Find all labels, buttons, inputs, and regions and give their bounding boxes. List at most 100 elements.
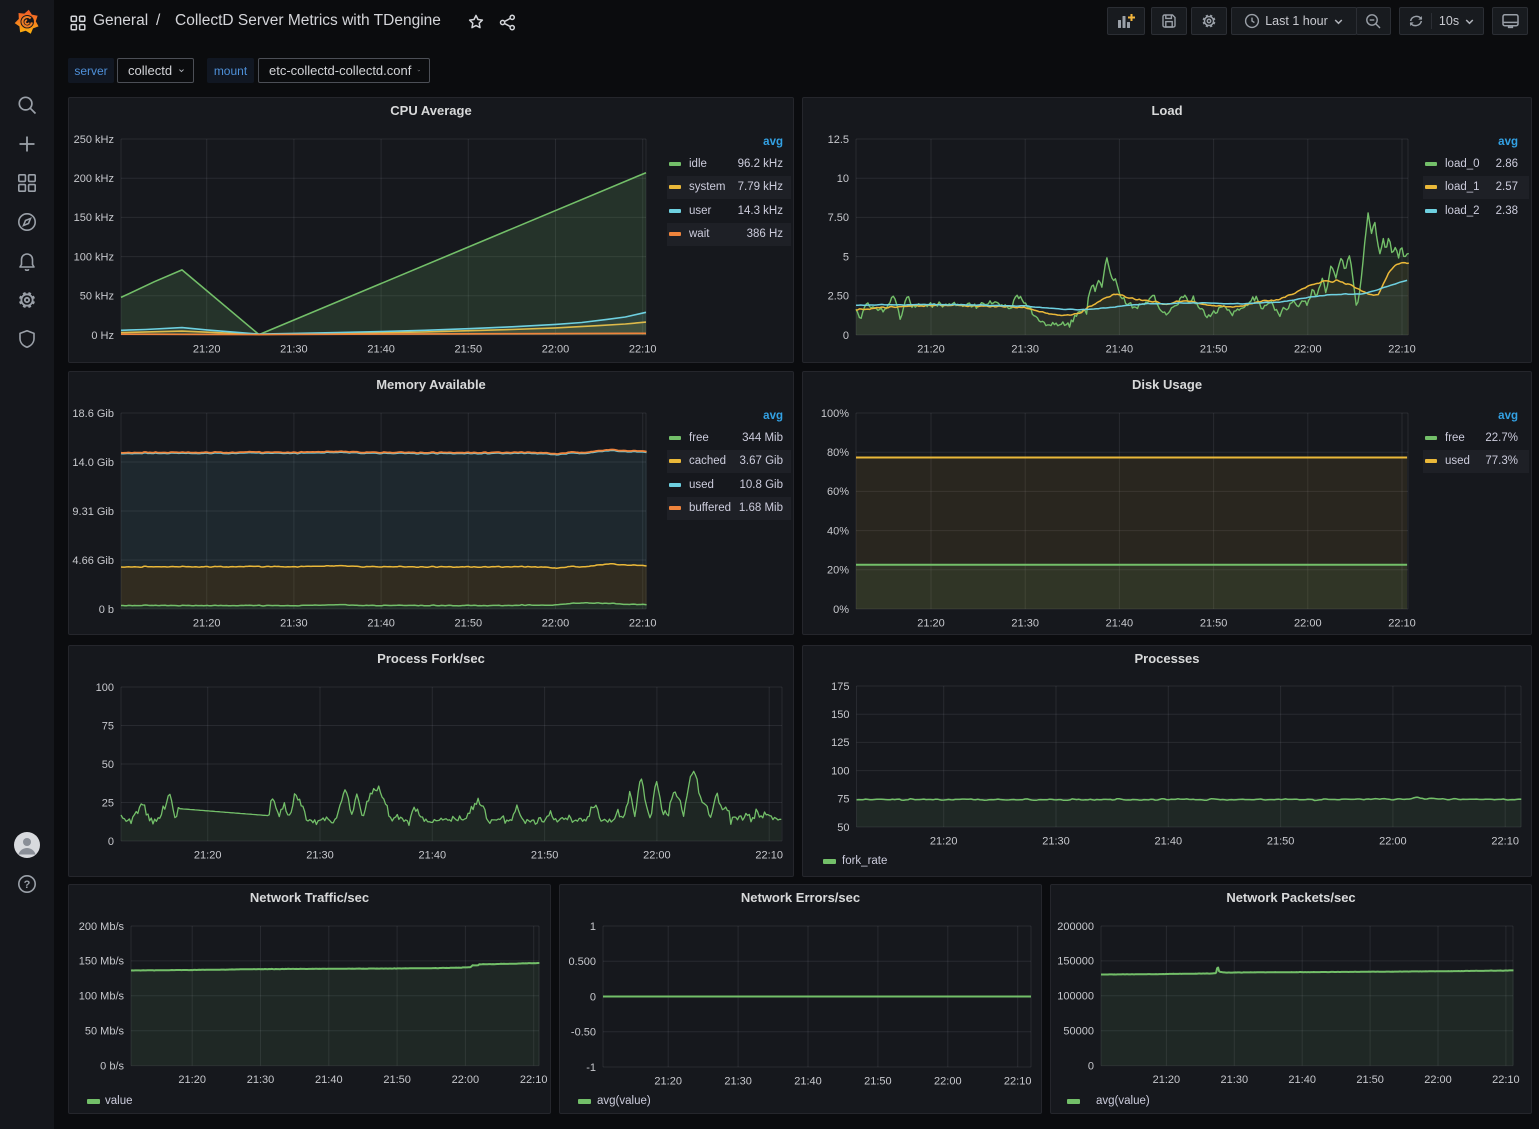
- svg-text:21:50: 21:50: [1200, 618, 1228, 630]
- svg-text:60%: 60%: [827, 486, 849, 498]
- svg-text:22:00: 22:00: [1424, 1074, 1452, 1086]
- svg-text:21:40: 21:40: [1288, 1074, 1316, 1086]
- svg-text:21:40: 21:40: [367, 618, 395, 630]
- svg-text:21:20: 21:20: [930, 836, 958, 848]
- svg-text:25: 25: [102, 797, 114, 809]
- svg-text:22:00: 22:00: [542, 344, 570, 356]
- svg-text:2.50: 2.50: [828, 291, 849, 303]
- svg-text:21:20: 21:20: [193, 344, 221, 356]
- svg-text:21:50: 21:50: [455, 344, 483, 356]
- svg-text:21:50: 21:50: [383, 1074, 411, 1086]
- svg-text:22:10: 22:10: [1492, 1074, 1520, 1086]
- svg-text:21:20: 21:20: [1153, 1074, 1181, 1086]
- svg-text:50 Mb/s: 50 Mb/s: [85, 1026, 125, 1038]
- svg-text:?: ?: [24, 879, 31, 891]
- svg-text:22:10: 22:10: [1004, 1076, 1032, 1088]
- svg-text:21:20: 21:20: [194, 850, 222, 862]
- svg-text:150 kHz: 150 kHz: [74, 212, 114, 224]
- svg-text:21:40: 21:40: [367, 344, 395, 356]
- svg-text:150: 150: [831, 709, 849, 721]
- svg-text:0.500: 0.500: [568, 956, 596, 968]
- svg-text:75: 75: [837, 794, 849, 806]
- svg-text:40%: 40%: [827, 525, 849, 537]
- svg-text:0: 0: [108, 836, 114, 848]
- svg-text:150 Mb/s: 150 Mb/s: [79, 956, 125, 968]
- svg-text:5: 5: [843, 251, 849, 263]
- svg-text:21:30: 21:30: [1221, 1074, 1249, 1086]
- svg-text:50 kHz: 50 kHz: [80, 291, 114, 303]
- svg-text:21:30: 21:30: [1042, 836, 1070, 848]
- svg-text:0: 0: [590, 991, 596, 1003]
- svg-text:21:30: 21:30: [280, 618, 308, 630]
- svg-text:21:50: 21:50: [531, 850, 559, 862]
- svg-text:21:40: 21:40: [1106, 344, 1134, 356]
- svg-text:7.50: 7.50: [828, 212, 849, 224]
- svg-text:0: 0: [843, 330, 849, 342]
- svg-text:80%: 80%: [827, 447, 849, 459]
- svg-text:22:00: 22:00: [934, 1076, 962, 1088]
- svg-text:200 Mb/s: 200 Mb/s: [79, 921, 125, 933]
- svg-text:22:10: 22:10: [1491, 836, 1519, 848]
- svg-text:0 b/s: 0 b/s: [100, 1060, 124, 1072]
- svg-text:21:30: 21:30: [724, 1076, 752, 1088]
- svg-text:21:50: 21:50: [455, 618, 483, 630]
- svg-text:100%: 100%: [821, 408, 849, 420]
- svg-text:21:20: 21:20: [654, 1076, 682, 1088]
- svg-text:21:20: 21:20: [917, 344, 945, 356]
- svg-text:75: 75: [102, 720, 114, 732]
- svg-text:21:30: 21:30: [1011, 344, 1039, 356]
- svg-text:21:20: 21:20: [193, 618, 221, 630]
- svg-text:22:00: 22:00: [542, 618, 570, 630]
- svg-text:0%: 0%: [833, 604, 849, 616]
- svg-text:100 Mb/s: 100 Mb/s: [79, 991, 125, 1003]
- svg-text:21:50: 21:50: [1200, 344, 1228, 356]
- svg-text:150000: 150000: [1057, 956, 1094, 968]
- svg-text:22:10: 22:10: [755, 850, 783, 862]
- svg-text:9.31 Gib: 9.31 Gib: [72, 506, 114, 518]
- svg-text:50000: 50000: [1063, 1026, 1094, 1038]
- svg-text:22:00: 22:00: [452, 1074, 480, 1086]
- svg-text:21:50: 21:50: [1356, 1074, 1384, 1086]
- svg-text:21:40: 21:40: [1106, 618, 1134, 630]
- svg-text:50: 50: [102, 759, 114, 771]
- svg-text:0 b: 0 b: [99, 604, 114, 616]
- svg-text:4.66 Gib: 4.66 Gib: [72, 555, 114, 567]
- svg-text:21:30: 21:30: [306, 850, 334, 862]
- svg-text:12.5: 12.5: [828, 134, 849, 146]
- svg-text:100: 100: [96, 682, 114, 694]
- svg-text:125: 125: [831, 737, 849, 749]
- svg-text:22:00: 22:00: [1294, 618, 1322, 630]
- svg-text:21:20: 21:20: [178, 1074, 206, 1086]
- svg-text:21:40: 21:40: [419, 850, 447, 862]
- svg-text:18.6 Gib: 18.6 Gib: [72, 408, 114, 420]
- svg-text:200000: 200000: [1057, 921, 1094, 933]
- svg-text:21:30: 21:30: [280, 344, 308, 356]
- svg-text:100000: 100000: [1057, 991, 1094, 1003]
- svg-text:21:40: 21:40: [315, 1074, 343, 1086]
- svg-text:21:20: 21:20: [917, 618, 945, 630]
- svg-text:-0.50: -0.50: [571, 1027, 596, 1039]
- svg-text:250 kHz: 250 kHz: [74, 134, 114, 146]
- svg-text:-1: -1: [586, 1062, 596, 1074]
- svg-text:10: 10: [837, 173, 849, 185]
- svg-text:0 Hz: 0 Hz: [91, 330, 114, 342]
- svg-text:22:00: 22:00: [1379, 836, 1407, 848]
- svg-text:22:10: 22:10: [629, 618, 657, 630]
- svg-text:14.0 Gib: 14.0 Gib: [72, 457, 114, 469]
- svg-text:0: 0: [1088, 1060, 1094, 1072]
- svg-text:100: 100: [831, 765, 849, 777]
- svg-text:22:10: 22:10: [1388, 618, 1416, 630]
- svg-text:22:00: 22:00: [1294, 344, 1322, 356]
- svg-text:22:10: 22:10: [629, 344, 657, 356]
- svg-text:22:10: 22:10: [1388, 344, 1416, 356]
- svg-text:100 kHz: 100 kHz: [74, 251, 114, 263]
- svg-text:175: 175: [831, 681, 849, 693]
- svg-text:22:10: 22:10: [520, 1074, 548, 1086]
- svg-text:1: 1: [590, 921, 596, 933]
- svg-text:21:40: 21:40: [1155, 836, 1183, 848]
- svg-text:20%: 20%: [827, 565, 849, 577]
- svg-text:22:00: 22:00: [643, 850, 671, 862]
- svg-text:21:40: 21:40: [794, 1076, 822, 1088]
- svg-text:21:30: 21:30: [1011, 618, 1039, 630]
- svg-text:21:50: 21:50: [864, 1076, 892, 1088]
